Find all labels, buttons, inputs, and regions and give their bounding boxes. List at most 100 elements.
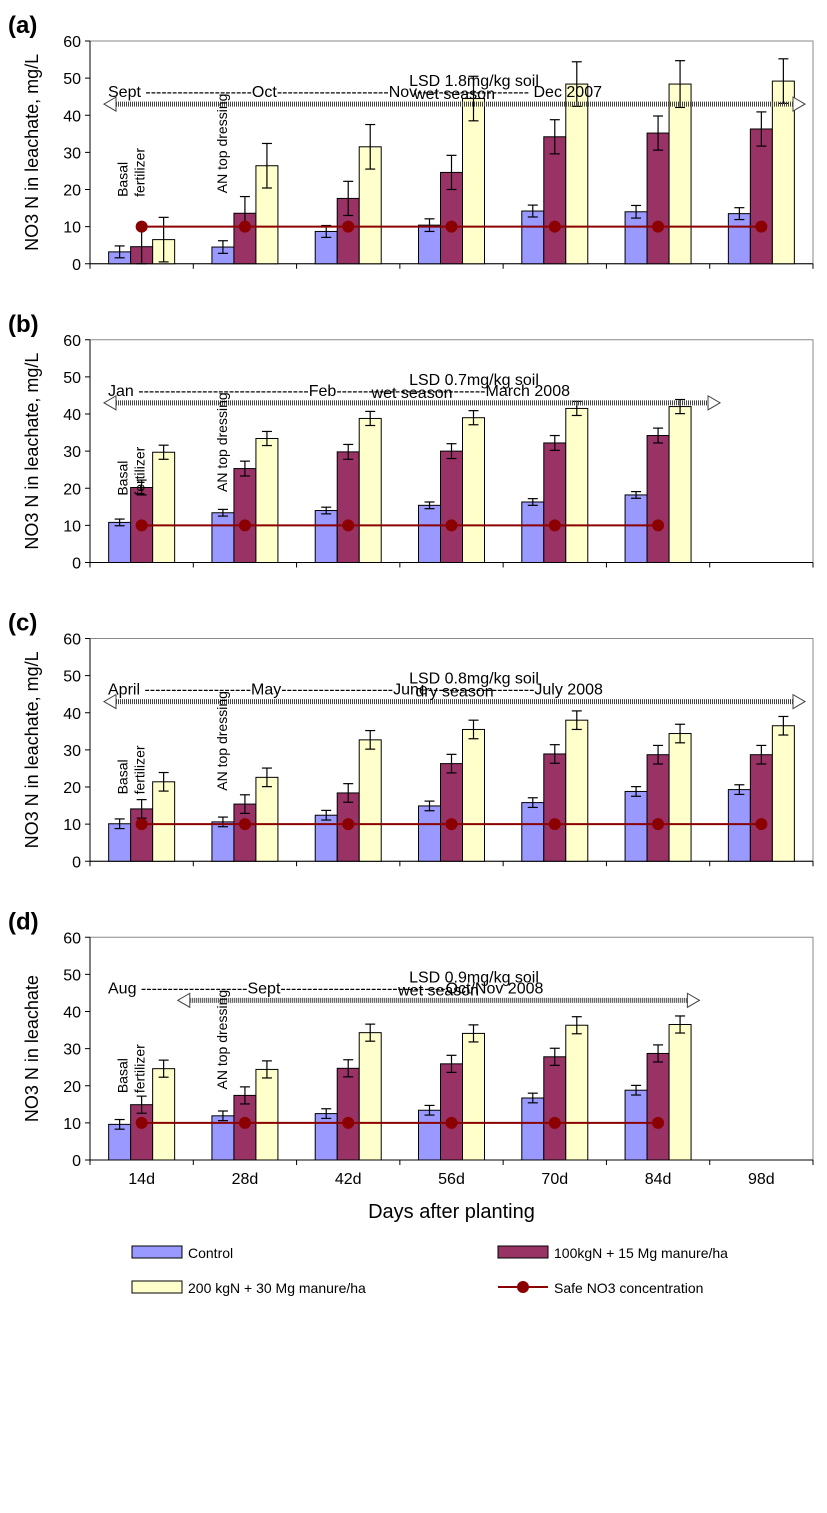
bar-200kgn (152, 781, 176, 862)
bar-200kgn (462, 98, 485, 265)
y-tick-label: 50 (63, 669, 81, 686)
y-tick-label: 50 (63, 370, 81, 387)
safe-point (445, 1116, 458, 1129)
bar-control (521, 802, 545, 862)
legend: Control 100kgN + 15 Mg manure/ha 200 kgN +… (131, 1245, 728, 1296)
season-arrow-left (176, 992, 191, 1009)
y-tick-label: 0 (72, 257, 81, 274)
bar-200kgn (565, 407, 589, 563)
bar-control (624, 1089, 648, 1161)
safe-point (548, 818, 561, 831)
safe-point (238, 220, 251, 233)
topdress-label: AN top dressing (214, 990, 230, 1090)
y-tick-label: 20 (63, 1079, 81, 1096)
safe-point (238, 1116, 251, 1129)
topdress-label: AN top dressing (214, 94, 230, 194)
safe-point (135, 519, 148, 532)
safe-point (342, 220, 355, 233)
season-arrow-right (707, 394, 722, 411)
bar-200kgn (668, 406, 692, 564)
safe-point (652, 1116, 665, 1129)
panel-c: (c) 0 10 20 30 40 50 60 NO3 N in leachate, mg/L L… (8, 610, 814, 871)
bar-200kgn (565, 83, 589, 265)
bar-200kgn (358, 417, 382, 563)
y-tick-label: 40 (63, 1005, 81, 1022)
bar-200kgn (462, 1032, 485, 1161)
y-tick-label: 30 (63, 444, 81, 461)
season-label: dry season (415, 684, 493, 701)
safe-point (342, 1116, 355, 1129)
y-axis-label: NO3 N in leachate, mg/L (22, 651, 42, 848)
bar-200kgn (668, 733, 692, 862)
lsd-label: LSD 0.8mg/kg soil (409, 671, 539, 688)
legend-swatch (131, 1280, 183, 1294)
bar-control (727, 213, 751, 265)
y-tick-label: 50 (63, 71, 81, 88)
season-arrow-left (103, 693, 117, 710)
panel-label: (b) (8, 311, 39, 338)
bar-100kgn (646, 132, 670, 265)
bar-200kgn (152, 1068, 176, 1161)
month-label: April --------------------May-----------… (108, 682, 603, 699)
bar-100kgn (543, 753, 567, 862)
y-tick-label: 40 (63, 108, 81, 125)
bar-200kgn (668, 1023, 692, 1161)
y-axis-label: NO3 N in leachate (22, 975, 42, 1122)
y-tick-label: 0 (72, 854, 81, 871)
bar-200kgn (565, 1024, 589, 1161)
bar-control (211, 821, 235, 862)
safe-point (445, 519, 458, 532)
bar-control (108, 521, 132, 564)
bar-control (727, 789, 751, 862)
y-axis-label: NO3 N in leachate, mg/L (22, 353, 42, 550)
lsd-label: LSD 1.8mg/kg soil (409, 73, 539, 90)
y-tick-label: 10 (63, 518, 81, 535)
bar-control (418, 504, 441, 564)
legend-label: 200 kgN + 30 Mg manure/ha (188, 1280, 366, 1296)
bar-100kgn (749, 128, 773, 265)
season-arrow-right (792, 693, 806, 710)
bar-200kgn (668, 83, 692, 265)
y-tick-label: 20 (63, 183, 81, 200)
bar-200kgn (152, 451, 176, 563)
bar-control (314, 510, 338, 563)
basal-label-2: fertilizer (132, 745, 148, 794)
bar-control (418, 1109, 441, 1161)
safe-point (548, 1116, 561, 1129)
season-arrow-left (103, 96, 117, 112)
basal-label-1: Basal (115, 759, 131, 794)
x-axis-label: Days after planting (368, 1201, 535, 1223)
bar-control (418, 805, 441, 862)
legend-swatch (497, 1245, 549, 1259)
panel-b: (b) 0 10 20 30 40 50 60 NO3 N in leachate, mg/L L… (8, 311, 814, 573)
safe-point (652, 818, 665, 831)
season-arrow-right (792, 96, 806, 112)
y-tick-label: 60 (63, 930, 81, 947)
panel-label: (c) (8, 610, 37, 637)
bar-control (314, 1113, 338, 1161)
safe-point (755, 818, 768, 831)
x-tick-label: 70d (541, 1171, 568, 1188)
basal-label-1: Basal (115, 461, 131, 496)
y-tick-label: 60 (63, 632, 81, 649)
x-tick-label: 42d (335, 1171, 362, 1188)
safe-point (652, 519, 665, 532)
legend-marker (517, 1281, 529, 1293)
basal-label-1: Basal (115, 1058, 131, 1093)
y-tick-label: 10 (63, 220, 81, 237)
bar-control (211, 512, 235, 564)
x-tick-label: 14d (128, 1171, 155, 1188)
safe-point (238, 519, 251, 532)
legend-label: Control (188, 1245, 233, 1261)
bar-control (521, 1097, 545, 1161)
month-label: Sept --------------------Oct------------… (108, 84, 602, 101)
panel-label: (a) (8, 12, 37, 39)
safe-point (342, 519, 355, 532)
safe-point (652, 220, 665, 233)
y-tick-label: 10 (63, 1116, 81, 1133)
bar-control (624, 211, 648, 265)
legend-swatch (131, 1245, 183, 1259)
legend-label: Safe NO3 concentration (554, 1280, 703, 1296)
